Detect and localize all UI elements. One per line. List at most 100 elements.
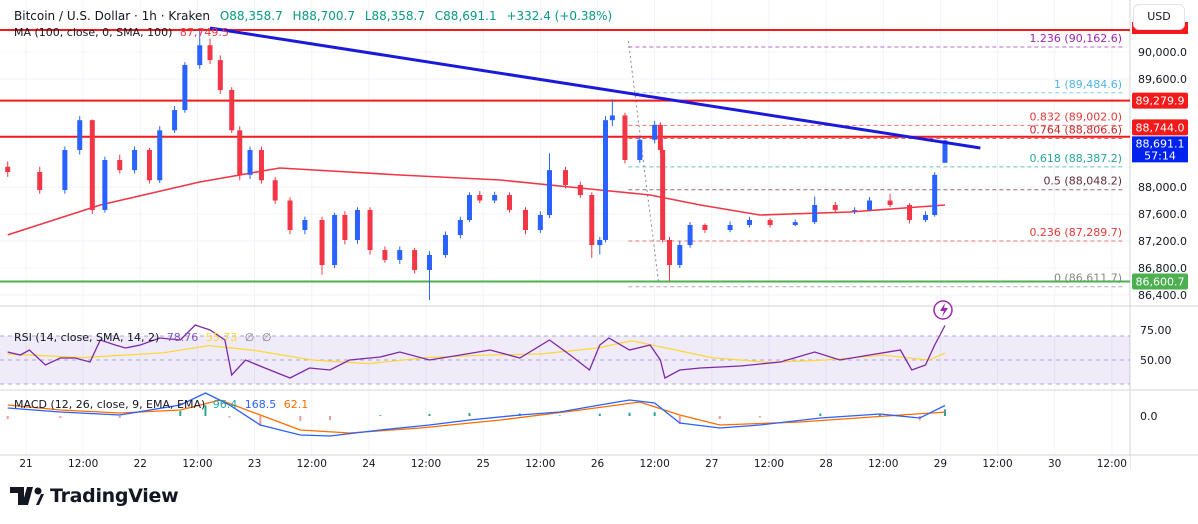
candle-up: [62, 150, 68, 191]
candle-up: [852, 209, 858, 211]
fib-level-label: 1.236 (90,162.6): [1029, 32, 1122, 45]
rsi-legend[interactable]: RSI (14, close, SMA, 14, 2) 78.76 55.73 …: [14, 331, 271, 344]
time-axis-label: 12:00: [868, 458, 898, 470]
candle-up: [247, 150, 253, 175]
candle-up: [727, 225, 733, 230]
last-price-label: 88,691.1: [1136, 137, 1185, 150]
fib-level-label: 1 (89,484.6): [1054, 78, 1122, 91]
candle-down: [37, 172, 43, 191]
candle-up: [747, 220, 753, 226]
candle-up: [77, 120, 83, 151]
lightning-alert-icon[interactable]: [933, 300, 953, 320]
candle-up: [332, 215, 338, 266]
candle-up: [466, 195, 472, 221]
candle-down: [767, 220, 773, 226]
tradingview-logo[interactable]: TradingView: [10, 485, 179, 507]
time-axis-label: 24: [362, 458, 376, 470]
currency-button[interactable]: USD: [1133, 4, 1185, 30]
candle-up: [867, 200, 873, 210]
macd-signal-line: [7, 399, 946, 434]
fib-level-label: 0.764 (88,806.6): [1029, 124, 1122, 137]
candle-down: [382, 250, 388, 260]
candle-down: [622, 115, 628, 160]
macd-axis-label: 0.0: [1140, 410, 1158, 423]
time-axis-label: 27: [705, 458, 718, 470]
bar-countdown-label: 57:14: [1144, 149, 1176, 162]
rsi-axis-label: 75.00: [1140, 324, 1172, 337]
time-axis-label: 12:00: [1097, 458, 1127, 470]
candle-down: [319, 220, 325, 266]
candle-down: [287, 200, 293, 230]
time-axis-label: 12:00: [754, 458, 784, 470]
fib-level-label: 0 (86,611.7): [1054, 272, 1122, 285]
candle-down: [702, 225, 708, 230]
candle-down: [522, 209, 528, 230]
price-tag-label: 89,279.9: [1136, 95, 1185, 108]
ohlc-open: O88,358.7: [219, 9, 283, 23]
macd-legend[interactable]: MACD (12, 26, close, 9, EMA, EMA) 96.4 1…: [14, 398, 308, 411]
ma-label: MA (100, close, 0, SMA, 100): [14, 26, 173, 39]
time-axis-label: 23: [248, 458, 261, 470]
candle-down: [117, 160, 123, 171]
candle-up: [537, 215, 543, 230]
candle-up: [923, 215, 929, 221]
time-axis-label: 12:00: [982, 458, 1012, 470]
brand-name: TradingView: [50, 485, 179, 507]
time-axis-label: 21: [19, 458, 32, 470]
price-axis-label: 86,400.0: [1138, 289, 1187, 302]
price-axis-label: 86,800.0: [1138, 262, 1187, 275]
time-axis-label: 22: [134, 458, 147, 470]
ma-legend[interactable]: MA (100, close, 0, SMA, 100) 87,749.5: [14, 26, 229, 39]
candle-down: [667, 239, 673, 266]
price-tag: [1132, 273, 1188, 290]
rsi-value: 78.76: [166, 331, 199, 344]
price-axis-label: 89,600.0: [1138, 73, 1187, 86]
rsi-axis-label: 50.00: [1140, 354, 1172, 367]
symbol-title[interactable]: Bitcoin / U.S. Dollar · 1h · Kraken: [14, 9, 210, 23]
candle-down: [258, 150, 264, 181]
candle-up: [597, 239, 603, 246]
candle-down: [5, 166, 11, 173]
fib-level-label: 0.236 (87,289.7): [1029, 226, 1122, 239]
time-axis-label: 12:00: [297, 458, 327, 470]
trendline: [209, 26, 981, 150]
price-axis-label: 88,000.0: [1138, 181, 1187, 194]
time-axis-label: 12:00: [411, 458, 441, 470]
candle-up: [942, 140, 948, 163]
candle-down: [146, 150, 152, 181]
candle-up: [157, 130, 163, 181]
candle-up: [172, 110, 178, 131]
price-tag: [1132, 119, 1188, 136]
candle-down: [907, 205, 913, 221]
candle-up: [652, 124, 658, 140]
candle-down: [207, 45, 213, 61]
price-axis-label: 87,200.0: [1138, 235, 1187, 248]
candle-up: [932, 174, 938, 216]
candle-down: [562, 170, 568, 185]
rsi-label: RSI (14, close, SMA, 14, 2): [14, 331, 160, 344]
candle-up: [302, 220, 308, 230]
candle-up: [197, 45, 203, 66]
candle-up: [603, 120, 609, 240]
time-axis-label: 25: [477, 458, 490, 470]
time-axis-label: 30: [1048, 458, 1061, 470]
fib-level-label: 0.5 (88,048.2): [1043, 175, 1122, 188]
time-axis-label: 26: [591, 458, 605, 470]
candle-down: [832, 205, 838, 210]
candle-down: [342, 215, 348, 240]
rsi-sma-line: [7, 340, 946, 365]
ohlc-close: C88,691.1: [434, 9, 497, 23]
candle-down: [412, 250, 418, 271]
candle-down: [660, 150, 666, 240]
chart-canvas[interactable]: 1.236 (90,162.6) 1 (89,484.6) 0.832 (89,00…: [0, 0, 1198, 472]
candle-down: [272, 180, 278, 201]
price-axis-label: 90,000.0: [1138, 46, 1187, 59]
candle-down: [589, 195, 595, 246]
candle-up: [546, 170, 552, 216]
macd-hist-value: 96.4: [212, 398, 238, 411]
time-axis-label: 12:00: [68, 458, 98, 470]
candle-down: [577, 184, 583, 196]
candle-up: [609, 115, 615, 121]
candle-up: [182, 65, 188, 111]
